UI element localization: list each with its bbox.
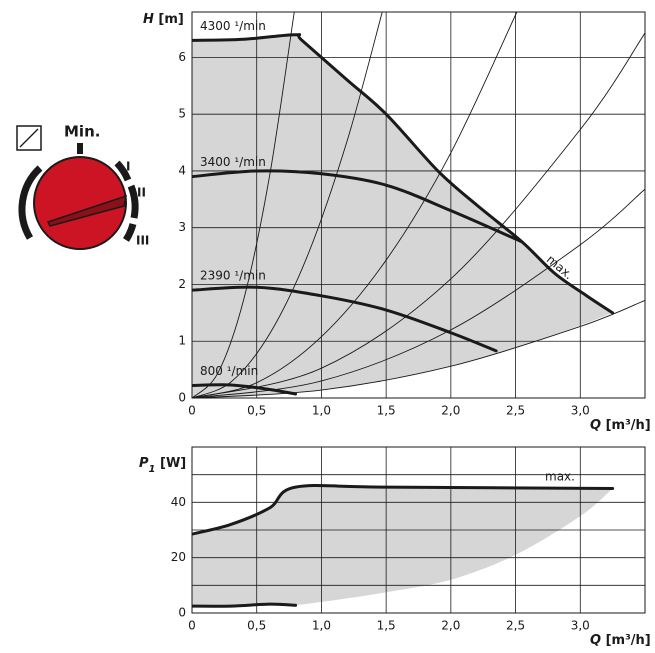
x-tick-label: 2,5 <box>506 404 525 418</box>
dial-min-mark <box>77 143 83 154</box>
x-tick-label: 2,0 <box>441 404 460 418</box>
y-tick-label: 2 <box>178 277 186 291</box>
y-unit: [m] <box>158 12 183 27</box>
pump-curve <box>192 602 298 608</box>
dial-arc <box>18 165 43 240</box>
y-subscript: 1 <box>149 464 156 475</box>
dial-arc <box>127 184 139 219</box>
x-tick-label: 3,0 <box>571 619 590 633</box>
y-tick-label: 20 <box>171 550 186 564</box>
plot <box>192 484 615 608</box>
pump-curve <box>192 484 615 536</box>
y-symbol: P <box>139 456 149 471</box>
x-axis-title: Q [m³/h] <box>590 418 651 433</box>
x-symbol: Q <box>590 418 601 433</box>
dial-pointer <box>46 194 127 227</box>
x-tick-label: 1,5 <box>377 619 396 633</box>
x-tick-label: 0,5 <box>247 619 266 633</box>
y-tick-label: 4 <box>178 163 186 177</box>
curve-label: 4300 ¹/min <box>200 19 266 33</box>
curve-label: 3400 ¹/min <box>200 155 266 169</box>
dial-position: I <box>126 160 130 174</box>
y-tick-label: 6 <box>178 50 186 64</box>
x-tick-label: 2,0 <box>441 619 460 633</box>
x-tick-label: 0 <box>188 404 196 418</box>
system-curve <box>192 12 383 398</box>
dial-position: II <box>137 186 146 200</box>
x-tick-label: 1,0 <box>312 619 331 633</box>
curve-label: 800 ¹/min <box>200 364 258 378</box>
y-tick-label: 1 <box>178 334 186 348</box>
dial-knob <box>33 156 127 250</box>
operating-area <box>192 34 613 398</box>
plot-frame <box>191 11 646 399</box>
operating-area <box>192 485 613 607</box>
system-curve <box>192 12 295 398</box>
y-tick-label: 3 <box>178 220 186 234</box>
y-tick-label: 0 <box>178 606 186 620</box>
plot-frame <box>191 446 646 614</box>
pump-curve <box>192 383 298 396</box>
y-unit: [W] <box>160 456 186 471</box>
x-unit: [m³/h] <box>606 633 651 648</box>
y-symbol: H <box>143 12 154 27</box>
plot <box>192 12 645 398</box>
x-unit: [m³/h] <box>606 418 651 433</box>
x-tick-label: 0 <box>188 619 196 633</box>
x-axis-title: Q [m³/h] <box>590 633 651 648</box>
y-axis-title: P1 [W] <box>139 456 186 475</box>
x-tick-label: 1,0 <box>312 404 331 418</box>
dial-arc <box>122 222 137 242</box>
x-tick-label: 1,5 <box>377 404 396 418</box>
curve-label: max. <box>545 470 575 484</box>
x-tick-label: 2,5 <box>506 619 525 633</box>
x-symbol: Q <box>590 633 601 648</box>
dial-arc <box>114 160 132 182</box>
y-tick-label: 40 <box>171 495 186 509</box>
y-axis-title: H [m] <box>143 12 184 27</box>
x-tick-label: 0,5 <box>247 404 266 418</box>
system-curve <box>192 299 645 398</box>
mode-icon <box>16 125 42 151</box>
dial: Min. I II III <box>16 123 149 250</box>
dial-min-label: Min. <box>64 123 100 141</box>
pump-curve <box>192 33 615 315</box>
y-tick-label: 5 <box>178 107 186 121</box>
y-tick-label: 0 <box>178 391 186 405</box>
dial-position: III <box>136 234 149 248</box>
mode-icon-line <box>19 128 39 148</box>
curve-label: 2390 ¹/min <box>200 269 266 283</box>
x-tick-label: 3,0 <box>571 404 590 418</box>
